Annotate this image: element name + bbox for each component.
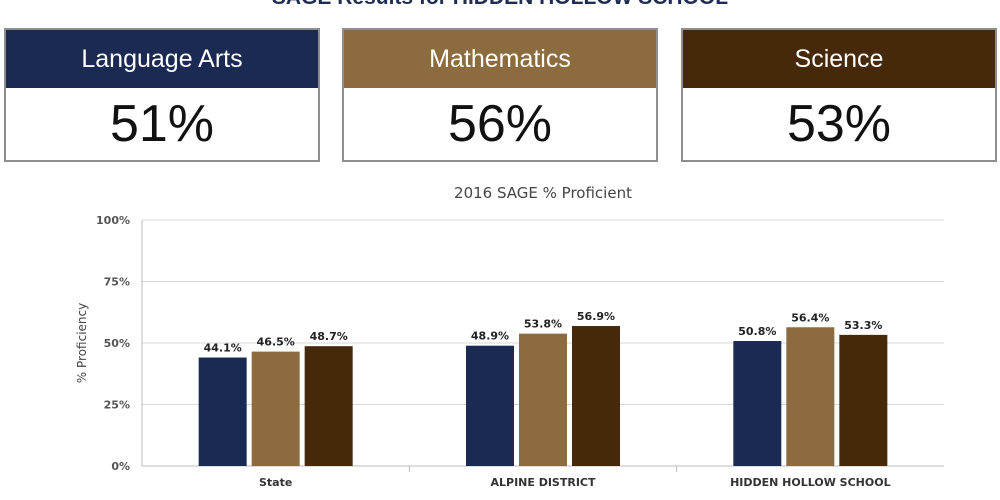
category-label: HIDDEN HOLLOW SCHOOL [730, 476, 891, 489]
category-label: State [259, 476, 292, 489]
data-label: 53.3% [844, 319, 882, 332]
data-label: 48.7% [310, 330, 348, 343]
proficiency-bar-chart: 2016 SAGE % Proficient 0% 25% 50% 75% 100% % P… [75, 184, 944, 489]
y-tick-label: 100% [96, 214, 130, 227]
data-label: 44.1% [204, 342, 242, 355]
y-tick-label: 25% [104, 399, 130, 412]
bar [251, 351, 300, 466]
chart-title: 2016 SAGE % Proficient [454, 184, 632, 202]
data-label: 50.8% [738, 325, 776, 338]
bar [198, 357, 247, 466]
card-value: 53% [786, 95, 892, 153]
category-label: ALPINE DISTRICT [490, 476, 596, 489]
card-header: Science [683, 30, 995, 88]
bar [519, 333, 567, 466]
card-subject-label: Science [794, 44, 884, 73]
summary-card-science: Science 53% [681, 28, 997, 162]
data-label: 48.9% [471, 330, 509, 343]
data-label: 56.4% [791, 311, 829, 324]
data-label: 46.5% [257, 336, 295, 349]
card-value: 56% [447, 95, 553, 153]
bar [733, 341, 782, 466]
page-title: SAGE Results for HIDDEN HOLLOW SCHOOL [0, 0, 1000, 9]
summary-cards: Language Arts 51% Mathematics 56% Scienc… [0, 28, 1000, 164]
bar [304, 346, 353, 466]
bar [466, 345, 514, 466]
bar [572, 326, 620, 466]
summary-card-mathematics: Mathematics 56% [342, 28, 658, 162]
bar [839, 334, 888, 466]
card-header: Language Arts [6, 30, 318, 88]
data-label: 53.8% [524, 318, 562, 331]
card-header: Mathematics [344, 30, 656, 88]
summary-card-language-arts: Language Arts 51% [4, 28, 320, 162]
card-subject-label: Language Arts [81, 44, 243, 73]
data-label: 56.9% [577, 310, 615, 323]
y-tick-label: 75% [104, 276, 130, 289]
card-value: 51% [109, 95, 215, 153]
card-subject-label: Mathematics [429, 44, 571, 73]
y-tick-label: 50% [104, 337, 130, 350]
y-axis-label: % Proficiency [75, 303, 89, 383]
y-tick-label: 0% [111, 460, 130, 473]
bar [786, 327, 835, 466]
